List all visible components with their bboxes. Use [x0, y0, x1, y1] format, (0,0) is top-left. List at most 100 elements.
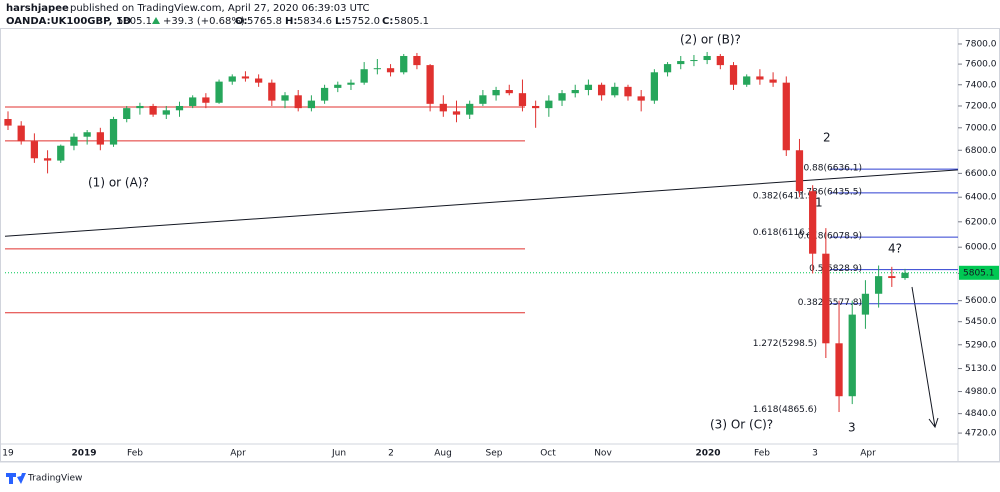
candle-body [43, 158, 52, 161]
candle-body [202, 97, 210, 103]
y-tick-label: 4840.0 [965, 409, 997, 419]
low-label: L: [335, 16, 345, 27]
fib-label: 0.382(5577.8) [798, 298, 862, 308]
x-tick-label: Nov [594, 449, 612, 459]
y-tick-label: 6600.0 [965, 169, 997, 179]
candle-body [294, 95, 302, 109]
candle-body [505, 90, 513, 94]
candle-body [690, 60, 698, 62]
candle-body [439, 103, 447, 112]
candle-body [769, 79, 777, 83]
candle-body [677, 61, 685, 65]
candle-body [571, 90, 579, 94]
candle-body [518, 93, 527, 106]
y-tick-label: 7400.0 [965, 80, 997, 90]
candle-body [782, 82, 790, 151]
candle-body [835, 343, 843, 397]
candle-body [255, 78, 263, 83]
x-tick-label: Aug [434, 449, 452, 459]
x-tick-label: Apr [860, 449, 876, 459]
x-tick-label: 2 [388, 449, 394, 459]
y-tick-label: 6800.0 [965, 146, 997, 156]
candle-body [373, 68, 381, 70]
candle-body [466, 103, 474, 115]
candle-body [545, 100, 553, 109]
logo [6, 473, 26, 484]
fib-label: 1.272(5298.5) [753, 339, 817, 349]
fib-label: 0.88(6636.1) [803, 164, 862, 174]
candle-body [452, 111, 461, 115]
y-tick-label: 5600.0 [965, 296, 997, 306]
candle-body [307, 100, 316, 109]
y-tick-label: 7800.0 [965, 39, 997, 49]
y-tick-label: 5450.0 [965, 317, 997, 327]
brand: TradingView [27, 474, 82, 484]
high: 5834.6 [297, 16, 332, 27]
x-tick-label: 19 [2, 449, 14, 459]
y-tick-label: 4720.0 [965, 429, 997, 439]
candle-body [584, 84, 593, 91]
candle-body [743, 76, 751, 85]
fib-label: 0.618(6116.7) [753, 228, 817, 238]
y-tick-label: 7600.0 [965, 60, 997, 70]
candle-body [268, 82, 276, 101]
x-tick-label: Apr [230, 449, 246, 459]
open-label: O: [235, 16, 248, 27]
candle-body [215, 81, 223, 103]
candle-body [57, 145, 65, 161]
fib-label: 0.382(6411.9) [753, 191, 817, 201]
candle-body [729, 65, 738, 85]
symbol: OANDA:UK100GBP, 1D [6, 16, 131, 27]
candle-body [386, 68, 395, 73]
y-tick-label: 7000.0 [965, 123, 997, 133]
candle-body [650, 72, 658, 101]
candle-body [4, 118, 12, 126]
candle-body [874, 276, 883, 294]
candle-body [848, 314, 856, 397]
chart-frame [0, 28, 1000, 462]
candle-body [96, 132, 104, 145]
candle-body [597, 84, 606, 96]
candle-body [888, 276, 896, 279]
x-tick-label: Oct [540, 449, 556, 459]
x-tick-label: Jun [331, 449, 346, 459]
candle-body [360, 69, 368, 83]
y-tick-label: 5130.0 [965, 364, 997, 374]
candle-body [716, 55, 724, 66]
candle-body [30, 141, 39, 159]
candle-body [70, 136, 78, 146]
candle-body [492, 90, 500, 96]
candle-body [162, 110, 170, 115]
high-label: H: [285, 16, 297, 27]
candle-body [149, 105, 157, 115]
change: +39.3 (+0.68%) [163, 16, 245, 27]
wave-label: 4? [888, 242, 902, 256]
wave-label: 2 [823, 131, 831, 145]
y-tick-label: 5290.0 [965, 340, 997, 350]
candle-body [558, 93, 566, 101]
candle-body [479, 95, 487, 104]
candle-body [809, 191, 817, 254]
published: published on TradingView.com, April 27, … [70, 3, 370, 14]
candle-body [703, 55, 711, 61]
last: 5805.1 [117, 16, 152, 27]
x-tick-label: 2019 [71, 449, 96, 459]
candle-body [400, 55, 408, 73]
candle-body [663, 64, 672, 73]
candle-body [795, 150, 804, 192]
candle-body [281, 95, 289, 101]
candle-body [637, 96, 645, 101]
last-price-label: 5805.1 [963, 268, 995, 278]
candle-body [413, 55, 421, 66]
candle-body [334, 84, 342, 88]
candle-body [822, 253, 830, 344]
author: harshjapee [6, 3, 69, 14]
y-tick-label: 6000.0 [965, 243, 997, 253]
arrow [911, 286, 939, 429]
candle-body [320, 87, 329, 101]
candle-body [241, 76, 250, 79]
wave-label: 1 [815, 196, 823, 210]
low: 5752.0 [345, 16, 380, 27]
candle-body [861, 293, 870, 315]
